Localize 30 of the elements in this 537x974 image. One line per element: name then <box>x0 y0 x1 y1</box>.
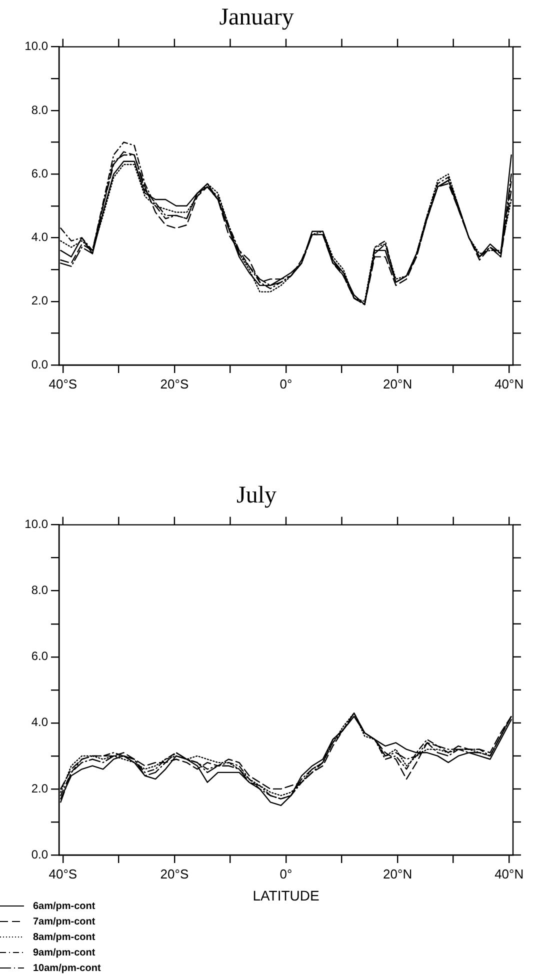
x-tick-label: 40°S <box>48 376 78 392</box>
legend-label: 9am/pm-cont <box>33 947 96 958</box>
x-tick-label: 0° <box>280 866 292 882</box>
y-tick-label: 6.0 <box>31 649 48 664</box>
x-tick-label: 40°S <box>48 866 78 882</box>
x-tick-label: 40°N <box>494 866 524 882</box>
x-tick-label: 20°N <box>383 376 412 392</box>
legend-label: 10am/pm-cont <box>33 962 102 974</box>
y-tick-label: 0.0 <box>31 357 48 372</box>
legend-label: 8am/pm-cont <box>33 932 96 943</box>
legend-label: 6am/pm-cont <box>33 900 96 912</box>
y-tick-label: 2.0 <box>31 781 48 796</box>
legend-label: 7am/pm-cont <box>33 916 96 928</box>
x-axis-title: LATITUDE <box>252 887 320 904</box>
y-tick-label: 6.0 <box>31 166 48 180</box>
y-tick-label: 10.0 <box>24 39 48 54</box>
y-tick-label: 10.0 <box>24 517 48 532</box>
y-tick-label: 8.0 <box>31 102 48 117</box>
x-tick-label: 20°N <box>383 866 412 882</box>
x-tick-label: 20°S <box>160 376 189 392</box>
chart-title: January <box>219 4 294 31</box>
y-tick-label: 4.0 <box>31 715 48 730</box>
x-tick-label: 40°N <box>494 376 524 392</box>
chart-title: July <box>236 482 277 509</box>
y-tick-label: 0.0 <box>31 847 48 862</box>
y-tick-label: 4.0 <box>31 230 48 244</box>
x-tick-label: 0° <box>280 376 292 392</box>
y-tick-label: 2.0 <box>31 294 48 308</box>
x-tick-label: 20°S <box>160 866 189 882</box>
y-tick-label: 8.0 <box>31 583 48 598</box>
